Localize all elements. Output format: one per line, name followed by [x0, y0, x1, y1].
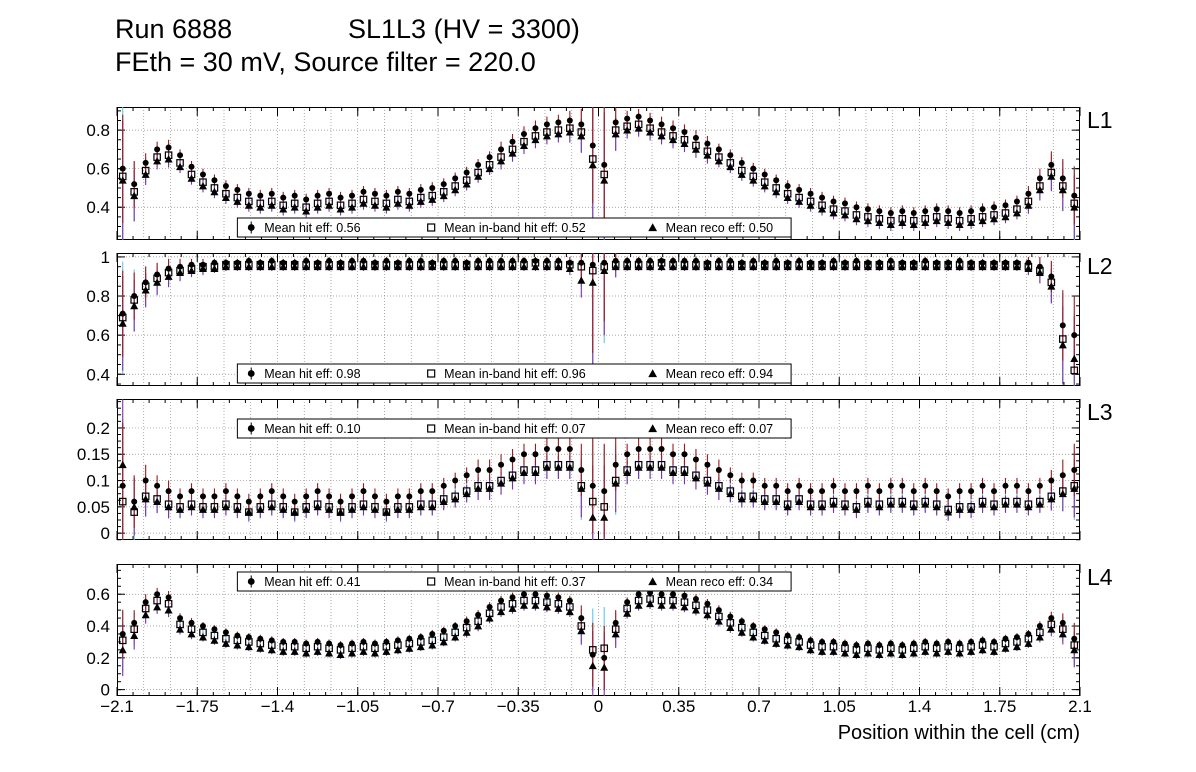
svg-text:1: 1	[101, 248, 110, 267]
x-tick-label: −2.1	[100, 697, 134, 716]
svg-text:Mean in-band hit eff: 0.07: Mean in-band hit eff: 0.07	[444, 422, 586, 436]
panel-L2: 0.4 0.6 0.8 1 Mean hit eff: 0.98 Mean in-band…	[86, 248, 1081, 386]
x-tick-label: 1.75	[983, 697, 1016, 716]
svg-text:0.8: 0.8	[86, 287, 110, 306]
svg-text:Mean reco eff: 0.07: Mean reco eff: 0.07	[666, 422, 774, 436]
x-tick-label: 0.7	[747, 697, 771, 716]
svg-text:Mean reco eff: 0.94: Mean reco eff: 0.94	[666, 367, 774, 381]
run-label: Run 6888	[115, 14, 232, 44]
legend: Mean hit eff: 0.56 Mean in-band hit eff: …	[236, 217, 792, 238]
svg-text:Mean hit eff: 0.41: Mean hit eff: 0.41	[264, 575, 360, 589]
svg-text:0.2: 0.2	[86, 419, 110, 438]
svg-text:0.6: 0.6	[86, 160, 110, 179]
legend: Mean hit eff: 0.10 Mean in-band hit eff: …	[236, 418, 792, 439]
x-tick-label: 2.1	[1068, 697, 1092, 716]
x-axis-title: Position within the cell (cm)	[838, 722, 1080, 744]
y-axis-tick-labels: 0.4 0.6 0.8	[86, 121, 110, 217]
svg-text:0.6: 0.6	[86, 326, 110, 345]
panel-L4: 0 0.2 0.4 0.6 Mean hit eff: 0.41 Mean in-band…	[86, 564, 1081, 700]
svg-text:0.4: 0.4	[86, 617, 110, 636]
panel-label-l3: L3	[1087, 399, 1113, 425]
svg-text:Mean hit eff: 0.98: Mean hit eff: 0.98	[264, 367, 360, 381]
svg-text:Mean hit eff: 0.56: Mean hit eff: 0.56	[264, 221, 360, 235]
svg-text:0: 0	[101, 681, 110, 700]
svg-text:0.4: 0.4	[86, 198, 110, 217]
markers	[118, 257, 1079, 375]
y-axis-tick-labels: 0 0.05 0.1 0.15 0.2	[77, 419, 110, 543]
svg-text:Mean hit eff: 0.10: Mean hit eff: 0.10	[264, 422, 360, 436]
svg-text:0.05: 0.05	[77, 498, 110, 517]
gridlines	[117, 399, 1080, 540]
legend: Mean hit eff: 0.41 Mean in-band hit eff: …	[236, 571, 792, 592]
svg-text:0.4: 0.4	[86, 365, 110, 384]
svg-text:0: 0	[101, 524, 110, 543]
x-tick-label: 0.35	[662, 697, 695, 716]
legend: Mean hit eff: 0.98 Mean in-band hit eff: …	[236, 363, 792, 384]
x-tick-label: 0	[594, 697, 603, 716]
x-tick-label: 1.4	[908, 697, 932, 716]
panels: 0.4 0.6 0.8 Mean hit eff: 0.56 Mean in-band …	[77, 107, 1081, 700]
svg-text:Mean in-band hit eff: 0.52: Mean in-band hit eff: 0.52	[444, 221, 586, 235]
x-tick-label: 1.05	[823, 697, 856, 716]
markers	[118, 445, 1079, 521]
svg-text:0.2: 0.2	[86, 649, 110, 668]
panel-label-l1: L1	[1087, 107, 1113, 133]
axis-ticks	[116, 399, 1081, 541]
y-axis-tick-labels: 0.4 0.6 0.8 1	[86, 248, 110, 384]
markers	[118, 113, 1079, 228]
errorbars-inband	[122, 592, 1075, 692]
axis-ticks	[116, 253, 1081, 386]
x-tick-label: −1.05	[336, 697, 379, 716]
svg-text:Mean in-band hit eff: 0.37: Mean in-band hit eff: 0.37	[444, 575, 586, 589]
x-axis-tick-labels: −2.1 −1.75 −1.4 −1.05 −0.7 −0.35 0 0.35 0.7 1.05 1…	[100, 697, 1092, 716]
svg-text:0.15: 0.15	[77, 445, 110, 464]
svg-text:Mean reco eff: 0.34: Mean reco eff: 0.34	[666, 575, 774, 589]
markers	[118, 589, 1079, 671]
chamber-label: SL1L3 (HV = 3300)	[348, 14, 580, 44]
x-tick-label: −1.75	[176, 697, 219, 716]
panel-L1: 0.4 0.6 0.8 Mean hit eff: 0.56 Mean in-band …	[86, 107, 1081, 240]
panel-label-l4: L4	[1087, 564, 1113, 590]
svg-text:Mean reco eff: 0.50: Mean reco eff: 0.50	[666, 221, 774, 235]
panel-L3: 0 0.05 0.1 0.15 0.2 Mean hit eff: 0.10 Mean in…	[77, 399, 1081, 543]
gridlines	[117, 253, 1080, 386]
panel-label-l2: L2	[1087, 253, 1113, 279]
gridlines	[117, 107, 1080, 240]
x-tick-label: −1.4	[261, 697, 295, 716]
y-axis-tick-labels: 0 0.2 0.4 0.6	[86, 585, 110, 699]
svg-text:0.8: 0.8	[86, 121, 110, 140]
header: Run 6888 SL1L3 (HV = 3300) FEth = 30 mV,…	[115, 14, 580, 77]
x-tick-label: −0.7	[421, 697, 455, 716]
svg-text:0.1: 0.1	[86, 472, 110, 491]
panel-side-labels: L1 L2 L3 L4	[1087, 107, 1113, 590]
errorbars-reco	[122, 598, 1075, 696]
x-tick-label: −0.35	[497, 697, 540, 716]
axis-ticks	[116, 564, 1081, 696]
threshold-label: FEth = 30 mV, Source filter = 220.0	[115, 47, 536, 77]
svg-text:0.6: 0.6	[86, 585, 110, 604]
svg-text:Mean in-band hit eff: 0.96: Mean in-band hit eff: 0.96	[444, 367, 586, 381]
